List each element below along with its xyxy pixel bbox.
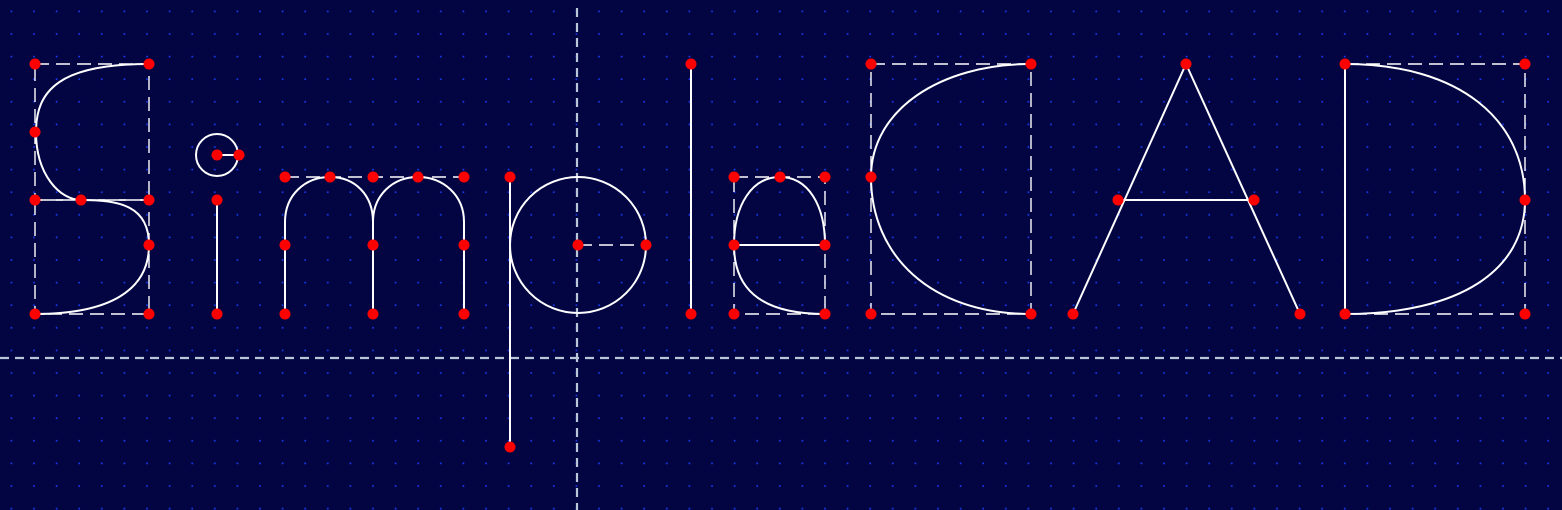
control-point-handle[interactable]: [865, 58, 877, 70]
control-point-handle[interactable]: [728, 308, 740, 320]
control-point-handle[interactable]: [728, 171, 740, 183]
control-point-handle[interactable]: [1025, 58, 1037, 70]
glyph-e[interactable]: [733, 176, 826, 315]
control-point-handle[interactable]: [143, 194, 155, 206]
control-point-handle[interactable]: [324, 171, 336, 183]
control-point-handle[interactable]: [819, 308, 831, 320]
control-point-handle[interactable]: [211, 149, 223, 161]
control-point-handle[interactable]: [865, 171, 877, 183]
control-point-handles: [29, 58, 1531, 453]
control-point-handle[interactable]: [211, 308, 223, 320]
control-point-handle[interactable]: [29, 58, 41, 70]
control-point-handle[interactable]: [1067, 308, 1079, 320]
control-point-handle[interactable]: [640, 239, 652, 251]
control-point-handle[interactable]: [1339, 308, 1351, 320]
control-point-handle[interactable]: [458, 171, 470, 183]
control-point-handle[interactable]: [1025, 308, 1037, 320]
control-point-handle[interactable]: [1180, 58, 1192, 70]
control-point-handle[interactable]: [233, 149, 245, 161]
control-point-handle[interactable]: [1339, 58, 1351, 70]
control-point-handle[interactable]: [279, 308, 291, 320]
control-point-handle[interactable]: [1248, 194, 1260, 206]
control-point-handle[interactable]: [1294, 308, 1306, 320]
control-point-handle[interactable]: [1519, 308, 1531, 320]
control-point-handle[interactable]: [367, 308, 379, 320]
control-point-handle[interactable]: [458, 239, 470, 251]
control-point-handle[interactable]: [1519, 58, 1531, 70]
control-point-handle[interactable]: [29, 126, 41, 138]
control-point-handle[interactable]: [143, 58, 155, 70]
control-point-handle[interactable]: [279, 239, 291, 251]
control-point-handle[interactable]: [143, 239, 155, 251]
control-point-handle[interactable]: [1112, 194, 1124, 206]
control-point-handle[interactable]: [728, 239, 740, 251]
cursor-crosshair: [0, 8, 1562, 510]
control-point-handle[interactable]: [367, 239, 379, 251]
control-point-handle[interactable]: [143, 308, 155, 320]
control-point-handle[interactable]: [685, 58, 697, 70]
control-point-handle[interactable]: [29, 308, 41, 320]
control-point-handle[interactable]: [819, 239, 831, 251]
control-point-handle[interactable]: [504, 171, 516, 183]
control-point-handle[interactable]: [504, 441, 516, 453]
control-point-handle[interactable]: [458, 308, 470, 320]
control-point-handle[interactable]: [774, 171, 786, 183]
control-point-handle[interactable]: [865, 308, 877, 320]
control-point-handle[interactable]: [1519, 194, 1531, 206]
control-point-handle[interactable]: [211, 194, 223, 206]
control-point-handle[interactable]: [819, 171, 831, 183]
control-point-handle[interactable]: [572, 239, 584, 251]
control-point-handle[interactable]: [75, 194, 87, 206]
control-point-handle[interactable]: [367, 171, 379, 183]
control-point-handle[interactable]: [685, 308, 697, 320]
control-point-handle[interactable]: [279, 171, 291, 183]
control-point-handle[interactable]: [29, 194, 41, 206]
control-point-handle[interactable]: [412, 171, 424, 183]
